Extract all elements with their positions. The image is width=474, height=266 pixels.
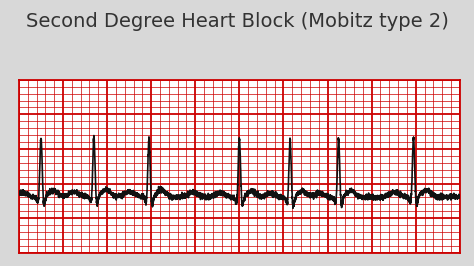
Text: Second Degree Heart Block (Mobitz type 2): Second Degree Heart Block (Mobitz type 2… (26, 12, 448, 31)
